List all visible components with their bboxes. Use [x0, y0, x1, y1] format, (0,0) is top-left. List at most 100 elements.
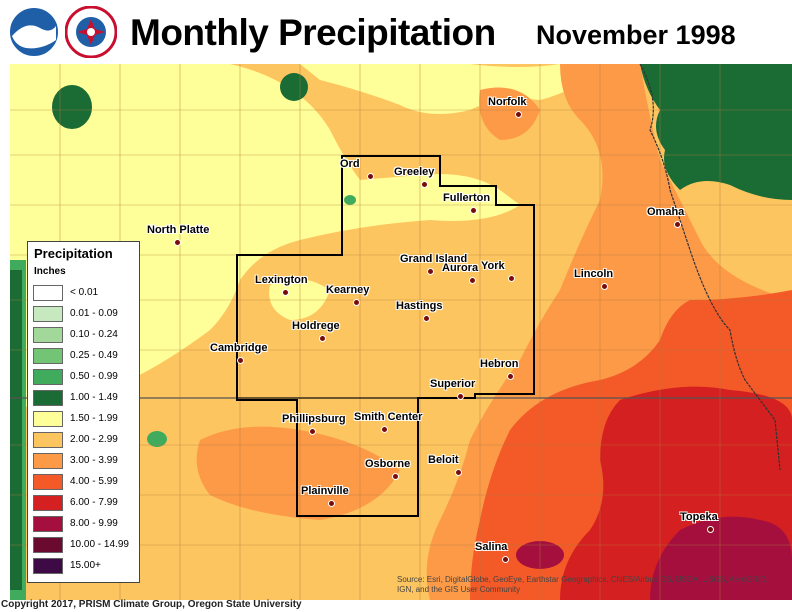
city-marker [174, 239, 181, 246]
city-label: Smith Center [354, 411, 423, 423]
city-label: Aurora [442, 262, 479, 274]
city-marker [328, 500, 335, 507]
city-marker [353, 299, 360, 306]
city-label: Greeley [394, 166, 435, 178]
legend-item: 6.00 - 7.99 [33, 495, 137, 511]
legend-label: 0.01 - 0.09 [70, 308, 118, 319]
legend-swatch [33, 474, 63, 490]
city-label: Phillipsburg [282, 413, 346, 425]
legend-item: 4.00 - 5.99 [33, 474, 137, 490]
precip-area-1-1.5 [640, 64, 792, 200]
precip-area-1-1.5 [280, 73, 308, 101]
source-attribution: Source: Esri, DigitalGlobe, GeoEye, Eart… [397, 575, 769, 594]
city-label: Hebron [480, 358, 519, 370]
legend-label: 0.50 - 0.99 [70, 371, 118, 382]
city-label: Topeka [680, 511, 718, 523]
precip-area-1-1.5 [10, 270, 22, 590]
city-marker [508, 275, 515, 282]
precip-area-0.5-1 [344, 195, 356, 205]
city-label: Kearney [326, 284, 370, 296]
precip-area-3-4 [196, 426, 400, 520]
city-label: Lincoln [574, 268, 614, 280]
map-title: Monthly Precipitation [130, 12, 496, 53]
city-marker [423, 315, 430, 322]
city-label: Salina [475, 541, 508, 553]
legend-label: 8.00 - 9.99 [70, 518, 118, 529]
legend-swatch [33, 369, 63, 385]
city-label: York [481, 260, 505, 272]
city-label: Fullerton [443, 192, 491, 204]
city-marker [421, 181, 428, 188]
city-marker [502, 556, 509, 563]
legend-label: 1.50 - 1.99 [70, 413, 118, 424]
precip-area-8-10 [650, 516, 792, 600]
city-label: Beloit [428, 454, 459, 466]
city-marker [455, 469, 462, 476]
city-label: Superior [430, 378, 476, 390]
city-marker [282, 289, 289, 296]
legend-swatch [33, 537, 63, 553]
legend-label: 1.00 - 1.49 [70, 392, 118, 403]
city-label: Cambridge [210, 342, 268, 354]
precip-area-0.5-1 [147, 431, 167, 447]
city-marker [381, 426, 388, 433]
copyright-text: Copyright 2017, PRISM Climate Group, Ore… [1, 599, 302, 610]
map-date: November 1998 [536, 20, 736, 50]
legend-item: 0.25 - 0.49 [33, 348, 137, 364]
legend-swatch [33, 432, 63, 448]
legend-item: 2.00 - 2.99 [33, 432, 137, 448]
legend-label: 15.00+ [70, 560, 101, 571]
city-marker [457, 393, 464, 400]
legend-item: 0.50 - 0.99 [33, 369, 137, 385]
city-marker [237, 357, 244, 364]
national-weather-service-logo [64, 5, 118, 59]
legend-swatch [33, 390, 63, 406]
legend-title: Precipitation [34, 246, 113, 261]
city-label: Norfolk [488, 96, 527, 108]
legend-swatch [33, 327, 63, 343]
missouri-river [639, 64, 781, 471]
legend-item: 1.00 - 1.49 [33, 390, 137, 406]
city-label: North Platte [147, 224, 210, 236]
precip-area-1-1.5 [52, 85, 92, 129]
city-marker [707, 526, 714, 533]
city-label: Grand Island [400, 253, 468, 265]
legend-swatch [33, 453, 63, 469]
city-label: Omaha [647, 206, 685, 218]
city-marker [319, 335, 326, 342]
legend-swatch [33, 558, 63, 574]
legend-item: 10.00 - 14.99 [33, 537, 137, 553]
precip-area-1.5-2 [269, 278, 330, 320]
city-marker [674, 221, 681, 228]
legend-units: Inches [34, 266, 66, 277]
legend-item: 3.00 - 3.99 [33, 453, 137, 469]
city-label: Plainville [301, 485, 349, 497]
legend-item: 0.01 - 0.09 [33, 306, 137, 322]
city-label: Lexington [255, 274, 308, 286]
county-lines [10, 64, 792, 600]
city-marker [392, 473, 399, 480]
city-marker [515, 111, 522, 118]
city-marker [469, 277, 476, 284]
precip-area-1.5-2 [300, 64, 600, 114]
city-marker [367, 173, 374, 180]
noaa-logo [8, 6, 60, 58]
city-label: Hastings [396, 300, 443, 312]
legend-item: 15.00+ [33, 558, 137, 574]
legend-label: 0.25 - 0.49 [70, 350, 118, 361]
legend-swatch [33, 516, 63, 532]
legend-item: < 0.01 [33, 285, 137, 301]
legend-label: 10.00 - 14.99 [70, 539, 129, 550]
city-marker [601, 283, 608, 290]
legend-label: 3.00 - 3.99 [70, 455, 118, 466]
legend-swatch [33, 411, 63, 427]
legend-item: 0.10 - 0.24 [33, 327, 137, 343]
legend-swatch [33, 348, 63, 364]
legend-item: 8.00 - 9.99 [33, 516, 137, 532]
legend: Precipitation Inches < 0.01 0.01 - 0.09 0.… [27, 241, 140, 583]
legend-swatch [33, 495, 63, 511]
legend-swatch [33, 285, 63, 301]
legend-label: 0.10 - 0.24 [70, 329, 118, 340]
precip-area-3-4 [479, 87, 540, 140]
legend-label: < 0.01 [70, 287, 99, 298]
